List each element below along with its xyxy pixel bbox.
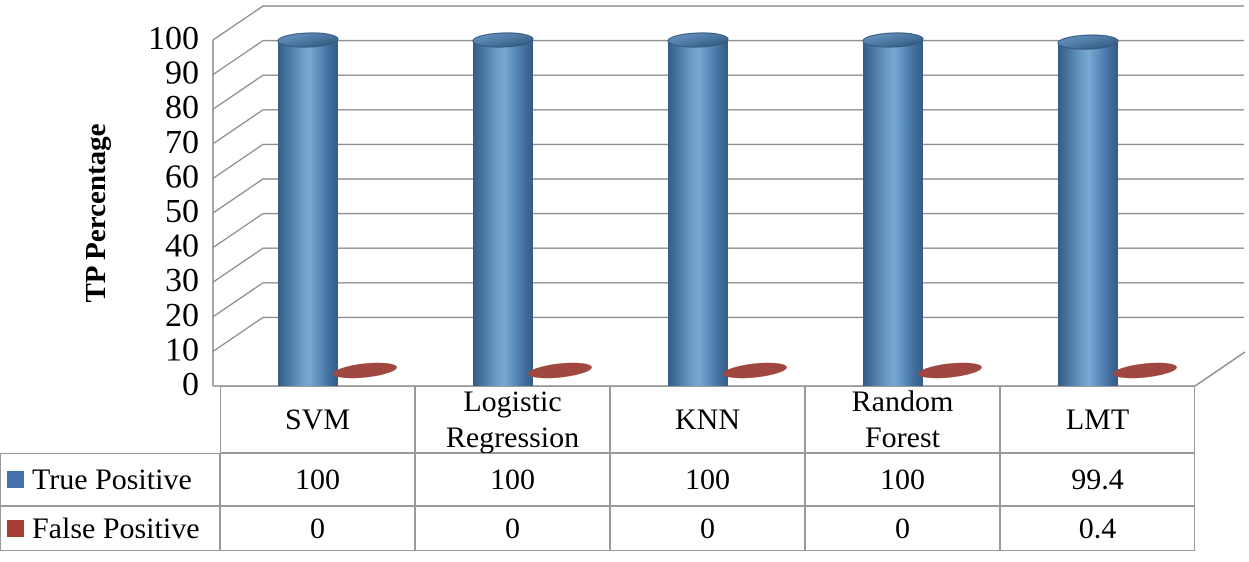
svg-text:50: 50 (165, 193, 199, 230)
svg-text:20: 20 (165, 297, 199, 334)
svg-text:80: 80 (165, 89, 199, 126)
svg-text:90: 90 (165, 55, 199, 92)
svg-text:10: 10 (165, 331, 199, 368)
svg-text:TP Percentage: TP Percentage (80, 123, 112, 302)
svg-text:100: 100 (148, 20, 199, 57)
svg-text:30: 30 (165, 262, 199, 299)
svg-text:60: 60 (165, 158, 199, 195)
svg-text:70: 70 (165, 124, 199, 161)
svg-text:0: 0 (182, 366, 199, 403)
svg-text:40: 40 (165, 228, 199, 265)
